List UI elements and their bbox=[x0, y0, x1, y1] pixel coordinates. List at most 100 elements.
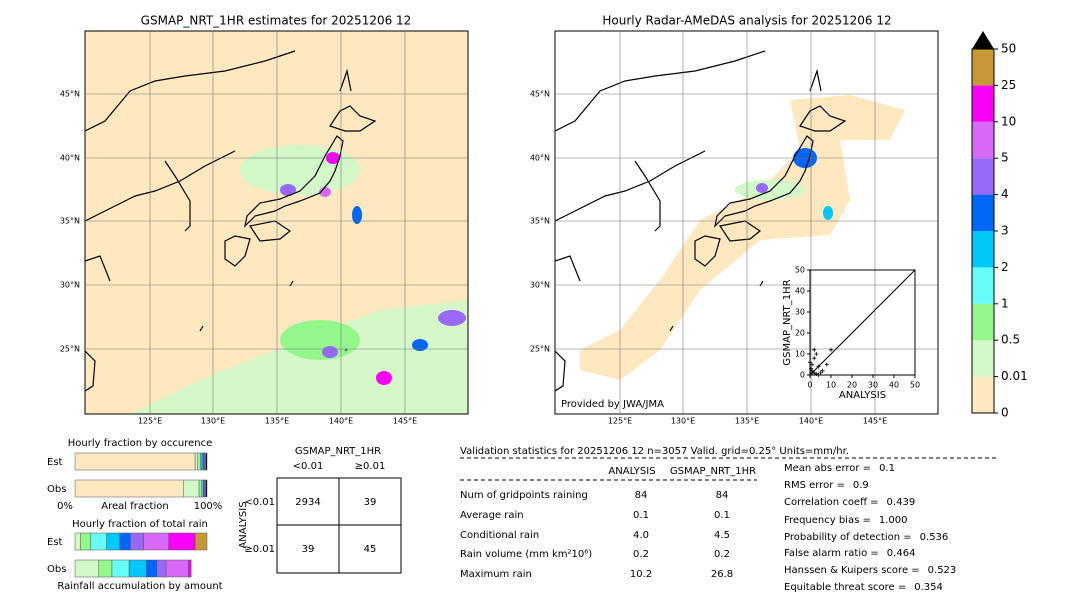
stats-column: GSMAP_NRT_1HR bbox=[670, 466, 756, 477]
lon-label: 125°E bbox=[608, 417, 632, 426]
lat-label: 25°N bbox=[530, 345, 550, 354]
fraction-segment bbox=[146, 559, 158, 578]
score-value: 0.9 bbox=[853, 480, 869, 491]
lon-label: 140°E bbox=[329, 417, 353, 426]
scatter-point bbox=[808, 373, 812, 377]
colorbar-segment bbox=[972, 303, 994, 341]
row-label: Est bbox=[47, 457, 63, 468]
stats-value: 0.2 bbox=[633, 549, 649, 560]
colorbar-segment bbox=[972, 267, 994, 304]
fraction-segment bbox=[80, 532, 92, 551]
colorbar-label: 0.5 bbox=[1001, 333, 1020, 347]
stats-label: Conditional rain bbox=[460, 530, 539, 541]
fraction-title: Hourly fraction by occurence bbox=[68, 438, 212, 449]
scatter-frame bbox=[809, 269, 916, 376]
lon-label: 145°E bbox=[393, 417, 417, 426]
fraction-segment bbox=[130, 532, 144, 551]
stats-title: Validation statistics for 20251206 12 n=… bbox=[460, 446, 849, 457]
scatter-point bbox=[810, 370, 815, 375]
stats-value: 4.5 bbox=[714, 530, 730, 541]
fraction-segment bbox=[198, 479, 202, 498]
fraction-segment bbox=[90, 532, 107, 551]
y-tick-label: 50 bbox=[795, 266, 805, 275]
stats-value: 0.2 bbox=[714, 549, 730, 560]
axis-left: 0% bbox=[57, 501, 73, 512]
x-axis-label: ANALYSIS bbox=[839, 390, 886, 401]
scatter-point bbox=[814, 352, 819, 356]
fraction-segment bbox=[182, 479, 200, 498]
score-value: 0.1 bbox=[879, 463, 895, 474]
x-tick-label: 30 bbox=[868, 381, 878, 390]
lon-label: 130°E bbox=[671, 417, 695, 426]
lon-label: 135°E bbox=[735, 417, 759, 426]
y-tick-label: 40 bbox=[795, 287, 805, 296]
y-tick-label: 10 bbox=[795, 350, 805, 359]
stats-value: 84 bbox=[716, 490, 729, 501]
fraction-segment bbox=[74, 479, 184, 498]
fraction-segment bbox=[143, 532, 169, 551]
fraction-title: Hourly fraction of total rain bbox=[72, 519, 208, 530]
score-label: Frequency bias = bbox=[784, 515, 871, 526]
table-cell: 45 bbox=[364, 544, 377, 555]
fraction-segment bbox=[98, 559, 113, 578]
lat-label: 25°N bbox=[60, 345, 80, 354]
colorbar-segment bbox=[972, 194, 994, 231]
score-value: 0.354 bbox=[914, 582, 943, 593]
table-cell: 2934 bbox=[295, 497, 320, 508]
left-map bbox=[85, 31, 468, 414]
table-cell: 39 bbox=[302, 544, 315, 555]
scatter-point bbox=[808, 360, 812, 365]
fraction-segment bbox=[128, 559, 147, 578]
colorbar-segment bbox=[972, 231, 994, 268]
map-grid bbox=[85, 31, 468, 414]
axis-mid: Areal fraction bbox=[101, 501, 168, 512]
scatter-point bbox=[816, 373, 821, 377]
row-title: ANALYSIS bbox=[238, 501, 249, 548]
colorbar-label: 5 bbox=[1001, 151, 1009, 165]
colorbar-label: 0 bbox=[1001, 406, 1009, 420]
table-cell: 39 bbox=[364, 497, 377, 508]
score-value: 0.536 bbox=[920, 532, 949, 543]
scatter-point bbox=[829, 347, 833, 352]
left-map-title: GSMAP_NRT_1HR estimates for 20251206 12 bbox=[141, 14, 412, 28]
y-axis-label: GSMAP_NRT_1HR bbox=[782, 279, 793, 365]
score-label: Correlation coeff = bbox=[784, 497, 879, 508]
scatter-point bbox=[820, 368, 825, 373]
colorbar-label: 0.01 bbox=[1001, 369, 1028, 383]
fraction-segment bbox=[205, 452, 208, 471]
lat-label: 30°N bbox=[530, 281, 550, 290]
colorbar-segment bbox=[972, 85, 994, 122]
stats-value: 26.8 bbox=[711, 569, 733, 580]
stats-column: ANALYSIS bbox=[608, 466, 655, 477]
colorbar-label: 3 bbox=[1001, 224, 1009, 238]
scatter-point bbox=[814, 371, 819, 376]
lon-label: 145°E bbox=[863, 417, 887, 426]
x-tick-label: 20 bbox=[847, 381, 857, 390]
colorbar-extension bbox=[972, 31, 994, 49]
stats-label: Num of gridpoints raining bbox=[460, 490, 588, 501]
scatter-point bbox=[809, 366, 814, 371]
fraction-segment bbox=[156, 559, 167, 578]
colorbar-segment bbox=[972, 49, 994, 86]
stats-label: Average rain bbox=[460, 510, 524, 521]
lon-label: 140°E bbox=[799, 417, 823, 426]
stats-value: 84 bbox=[635, 490, 648, 501]
y-tick-label: 30 bbox=[795, 308, 805, 317]
score-label: Hanssen & Kuipers score = bbox=[784, 565, 920, 576]
right-map-title: Hourly Radar-AMeDAS analysis for 2025120… bbox=[602, 14, 891, 28]
row-label: <0.01 bbox=[244, 497, 275, 508]
fraction-caption: Rainfall accumulation by amount bbox=[57, 581, 222, 592]
score-value: 0.464 bbox=[887, 548, 916, 559]
fraction-segment bbox=[188, 559, 192, 578]
x-tick-label: 10 bbox=[826, 381, 836, 390]
fraction-segment bbox=[165, 559, 189, 578]
lat-label: 45°N bbox=[530, 90, 550, 99]
fraction-segment bbox=[74, 559, 100, 578]
scatter-point bbox=[824, 362, 829, 367]
axis-right: 100% bbox=[194, 501, 223, 512]
lat-label: 45°N bbox=[60, 90, 80, 99]
fraction-segment bbox=[119, 532, 131, 551]
colorbar-segment bbox=[972, 158, 994, 195]
scatter-point bbox=[812, 347, 817, 352]
